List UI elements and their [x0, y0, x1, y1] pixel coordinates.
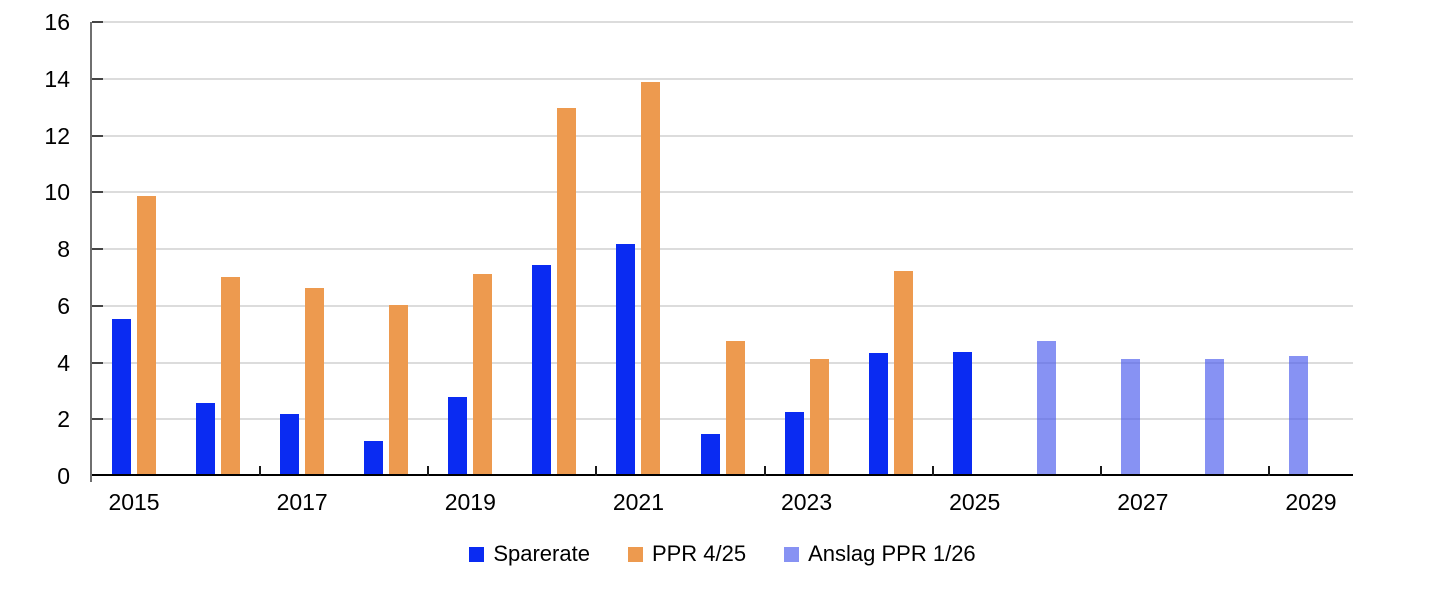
- x-tick-after-2024: [931, 466, 934, 476]
- legend-item-ppr-4-25: PPR 4/25: [627, 541, 747, 567]
- bar-sparerate-2022: [700, 434, 720, 474]
- y-tick-label-4: 4: [57, 349, 70, 376]
- gridline-y-10: [92, 191, 1353, 194]
- bar-ppr-4-25-2024: [893, 271, 913, 474]
- bar-sparerate-2015: [112, 319, 132, 474]
- y-tick-10: [92, 191, 103, 194]
- x-tick-after-2016: [259, 466, 262, 476]
- y-tick-2: [92, 418, 103, 421]
- bar-anslag-ppr-1-26-2028: [1204, 359, 1224, 474]
- y-tick-label-12: 12: [44, 122, 70, 149]
- gridline-y-8: [92, 248, 1353, 250]
- x-tick-after-2020: [595, 466, 598, 476]
- y-tick-6: [92, 304, 103, 307]
- bar-ppr-4-25-2018: [389, 305, 409, 474]
- bar-anslag-ppr-1-26-2029: [1288, 356, 1308, 474]
- y-tick-label-8: 8: [57, 236, 70, 262]
- bar-ppr-4-25-2017: [305, 288, 325, 474]
- x-axis-label-2019: 2019: [444, 489, 496, 515]
- x-axis-label-2027: 2027: [1117, 489, 1169, 515]
- legend-label-ppr-4-25: PPR 4/25: [651, 541, 747, 566]
- bar-sparerate-2024: [868, 353, 888, 474]
- bar-anslag-ppr-1-26-2027: [1120, 359, 1140, 474]
- x-axis-label-2021: 2021: [612, 489, 664, 515]
- x-tick-after-2018: [427, 466, 430, 476]
- bar-sparerate-2016: [196, 403, 216, 474]
- y-tick-4: [92, 361, 103, 364]
- y-tick-label-6: 6: [57, 292, 70, 319]
- gridline-y-2: [92, 418, 1353, 421]
- y-tick-label-0: 0: [57, 463, 70, 489]
- y-tick-12: [92, 134, 103, 137]
- legend-swatch-ppr-4-25: [627, 546, 643, 562]
- bar-ppr-4-25-2016: [221, 276, 241, 474]
- bar-anslag-ppr-1-26-2026: [1036, 340, 1056, 474]
- x-axis-label-2029: 2029: [1285, 489, 1337, 515]
- x-tick-after-2028: [1267, 466, 1270, 476]
- bar-ppr-4-25-2023: [809, 359, 829, 474]
- legend-swatch-anslag-ppr-1-26: [784, 546, 800, 562]
- y-tick-label-16: 16: [44, 9, 70, 35]
- y-tick-label-2: 2: [57, 406, 70, 433]
- x-axis-label-2015: 2015: [108, 489, 160, 515]
- x-axis-line: [92, 474, 1353, 476]
- y-tick-label-10: 10: [44, 179, 70, 206]
- gridline-y-4: [92, 361, 1353, 364]
- x-axis-label-2017: 2017: [276, 489, 328, 515]
- x-axis-label-2025: 2025: [949, 489, 1001, 515]
- plot-area: [90, 21, 1353, 482]
- y-tick-8: [92, 248, 103, 250]
- y-tick-16: [92, 21, 103, 23]
- x-tick-after-2022: [763, 466, 766, 476]
- bar-ppr-4-25-2019: [473, 273, 493, 474]
- bar-sparerate-2021: [616, 244, 636, 474]
- bar-sparerate-2018: [364, 441, 384, 474]
- legend-label-sparerate: Sparerate: [493, 541, 590, 566]
- gridline-y-16: [92, 21, 1353, 23]
- legend-swatch-sparerate: [469, 546, 485, 562]
- legend: Sparerate PPR 4/25 Anslag PPR 1/26: [92, 541, 1353, 567]
- x-axis-label-2023: 2023: [780, 489, 833, 515]
- legend-item-sparerate: Sparerate: [469, 541, 590, 567]
- bar-sparerate-2020: [532, 265, 552, 474]
- gridline-y-14: [92, 77, 1353, 80]
- bar-ppr-4-25-2015: [137, 195, 157, 474]
- gridline-y-12: [92, 134, 1353, 137]
- bar-sparerate-2019: [448, 397, 468, 474]
- bar-sparerate-2025: [952, 352, 972, 474]
- bar-ppr-4-25-2022: [725, 340, 745, 474]
- bar-ppr-4-25-2020: [557, 107, 577, 474]
- x-tick-after-2026: [1099, 466, 1102, 476]
- y-tick-label-14: 14: [44, 65, 70, 92]
- bar-sparerate-2017: [280, 414, 300, 474]
- legend-label-anslag-ppr-1-26: Anslag PPR 1/26: [808, 541, 976, 566]
- bar-sparerate-2023: [784, 411, 804, 474]
- legend-item-anslag-ppr-1-26: Anslag PPR 1/26: [784, 541, 976, 567]
- y-axis-line: [90, 22, 92, 482]
- gridline-y-6: [92, 304, 1353, 307]
- y-tick-14: [92, 77, 103, 80]
- bar-ppr-4-25-2021: [641, 82, 661, 474]
